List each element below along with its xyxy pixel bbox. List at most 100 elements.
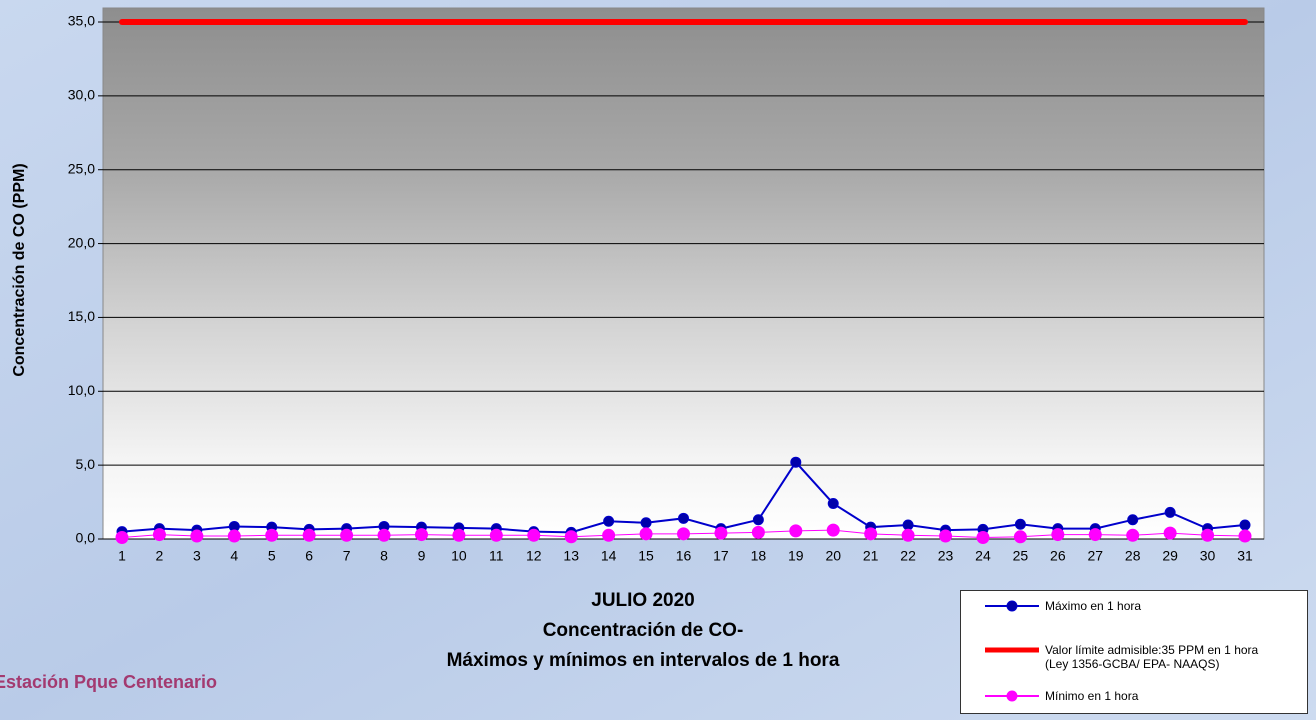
legend: Máximo en 1 hora Valor límite admisible:3… — [960, 590, 1308, 714]
data-point — [302, 528, 316, 542]
legend-label: Valor límite admisible:35 PPM en 1 hora … — [1045, 643, 1259, 671]
x-tick-label: 26 — [1050, 548, 1066, 564]
x-tick-label: 3 — [193, 548, 201, 564]
x-tick-label: 23 — [938, 548, 954, 564]
legend-swatch — [985, 600, 1039, 612]
data-point — [1126, 528, 1140, 542]
legend-marker — [1006, 600, 1018, 612]
y-tick-label: 25,0 — [68, 160, 95, 176]
x-tick-label: 21 — [863, 548, 879, 564]
legend-swatch — [985, 647, 1039, 653]
x-tick-label: 9 — [418, 548, 426, 564]
x-tick-label: 4 — [230, 548, 238, 564]
legend-label: Mínimo en 1 hora — [1045, 689, 1139, 703]
data-point — [1051, 528, 1065, 542]
legend-entry: Valor límite admisible:35 PPM en 1 hora … — [983, 643, 1258, 671]
x-tick-label: 12 — [526, 548, 542, 564]
data-point — [152, 528, 166, 542]
legend-entry: Mínimo en 1 hora — [983, 689, 1138, 703]
y-tick-label: 30,0 — [68, 87, 95, 103]
data-point — [1238, 529, 1252, 543]
x-tick-label: 20 — [825, 548, 841, 564]
data-point — [414, 528, 428, 542]
data-point — [1239, 519, 1251, 531]
data-point — [752, 514, 764, 526]
data-point — [939, 529, 953, 543]
data-point — [639, 527, 653, 541]
chart-subtitle: Máximos y mínimos en intervalos de 1 hor… — [447, 650, 840, 671]
chart-subtitle: Concentración de CO- — [543, 620, 744, 641]
data-point — [377, 528, 391, 542]
y-axis-label: Concentración de CO (PPM) — [11, 163, 28, 376]
x-tick-label: 5 — [268, 548, 276, 564]
data-point — [527, 528, 541, 542]
x-tick-label: 10 — [451, 548, 467, 564]
legend-swatch — [985, 690, 1039, 702]
data-point — [789, 524, 803, 538]
chart-title: JULIO 2020 — [591, 590, 695, 611]
data-point — [976, 531, 990, 545]
y-tick-label: 35,0 — [68, 13, 95, 29]
data-point — [1163, 526, 1177, 540]
x-tick-label: 15 — [638, 548, 654, 564]
data-point — [901, 528, 915, 542]
x-tick-label: 11 — [489, 548, 504, 564]
x-tick-label: 8 — [380, 548, 388, 564]
data-point — [640, 517, 652, 529]
data-point — [790, 456, 802, 468]
data-point — [340, 528, 354, 542]
y-tick-label: 15,0 — [68, 308, 95, 324]
data-point — [1088, 528, 1102, 542]
data-point — [751, 525, 765, 539]
x-tick-label: 7 — [343, 548, 351, 564]
legend-marker — [1006, 690, 1018, 702]
data-point — [678, 512, 689, 524]
x-tick-label: 28 — [1125, 548, 1141, 564]
x-tick-label: 27 — [1087, 548, 1103, 564]
data-point — [1014, 518, 1026, 530]
data-point — [864, 527, 878, 541]
station-label: Estación Pque Centenario — [0, 672, 217, 692]
data-point — [564, 530, 578, 544]
x-tick-label: 30 — [1200, 548, 1216, 564]
data-point — [227, 529, 241, 543]
data-point — [265, 528, 279, 542]
x-tick-label: 13 — [563, 548, 579, 564]
data-point — [902, 519, 914, 531]
y-tick-label: 5,0 — [76, 456, 96, 472]
x-tick-label: 25 — [1013, 548, 1029, 564]
x-tick-label: 2 — [156, 548, 164, 564]
data-point — [1127, 514, 1139, 526]
data-point — [602, 528, 616, 542]
x-tick-label: 19 — [788, 548, 804, 564]
x-tick-label: 29 — [1162, 548, 1178, 564]
x-tick-label: 17 — [713, 548, 729, 564]
data-point — [1013, 530, 1027, 544]
legend-entry: Máximo en 1 hora — [983, 599, 1141, 613]
data-point — [1201, 528, 1215, 542]
x-tick-label: 14 — [601, 548, 617, 564]
plot-area — [102, 7, 1265, 540]
x-tick-label: 31 — [1237, 548, 1253, 564]
x-tick-label: 16 — [676, 548, 692, 564]
data-point — [452, 528, 466, 542]
data-point — [489, 528, 503, 542]
y-tick-label: 0,0 — [76, 530, 96, 546]
legend-label: Máximo en 1 hora — [1045, 599, 1142, 613]
data-point — [190, 529, 204, 543]
data-point — [1164, 506, 1176, 518]
y-tick-label: 20,0 — [68, 234, 95, 250]
x-tick-label: 18 — [751, 548, 767, 564]
x-tick-label: 24 — [975, 548, 991, 564]
data-point — [115, 531, 129, 545]
data-point — [714, 526, 728, 540]
data-point — [827, 498, 839, 510]
data-point — [603, 515, 615, 527]
x-tick-label: 22 — [900, 548, 916, 564]
x-tick-label: 1 — [118, 548, 126, 564]
y-tick-label: 10,0 — [68, 382, 95, 398]
data-point — [826, 523, 840, 537]
data-point — [677, 527, 690, 541]
